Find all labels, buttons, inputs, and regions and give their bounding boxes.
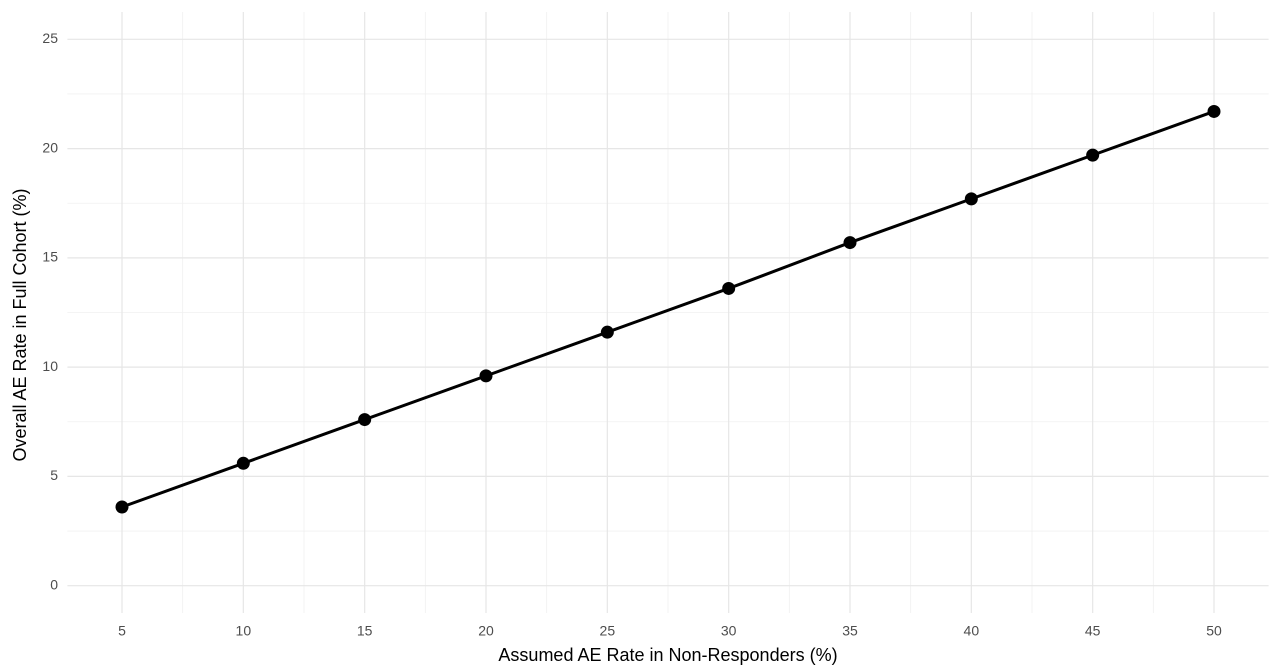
y-tick-label: 15 <box>42 249 58 265</box>
point <box>115 500 129 514</box>
point <box>236 456 250 470</box>
point <box>358 413 372 427</box>
point <box>964 192 978 206</box>
point <box>843 236 857 250</box>
point <box>600 325 614 339</box>
x-tick-label: 40 <box>964 623 980 639</box>
y-tick-label: 20 <box>42 139 58 155</box>
x-tick-label: 5 <box>118 623 126 639</box>
line <box>121 110 1215 509</box>
point <box>722 281 736 295</box>
x-tick-label: 25 <box>600 623 616 639</box>
point <box>1086 148 1100 162</box>
x-tick-label: 10 <box>236 623 252 639</box>
x-tick-label: 35 <box>842 623 858 639</box>
x-tick-label: 20 <box>478 623 494 639</box>
y-tick-label: 0 <box>50 576 58 592</box>
point <box>479 369 493 383</box>
x-axis-title: Assumed AE Rate in Non-Responders (%) <box>498 645 837 665</box>
x-tick-label: 50 <box>1206 623 1222 639</box>
y-tick-label: 5 <box>50 467 58 483</box>
y-axis-title: Overall AE Rate in Full Cohort (%) <box>10 188 30 461</box>
x-tick-label: 30 <box>721 623 737 639</box>
x-tick-label: 15 <box>357 623 373 639</box>
y-tick-label: 10 <box>42 358 58 374</box>
x-tick-label: 45 <box>1085 623 1101 639</box>
point <box>1207 104 1221 118</box>
y-tick-label: 25 <box>42 30 58 46</box>
